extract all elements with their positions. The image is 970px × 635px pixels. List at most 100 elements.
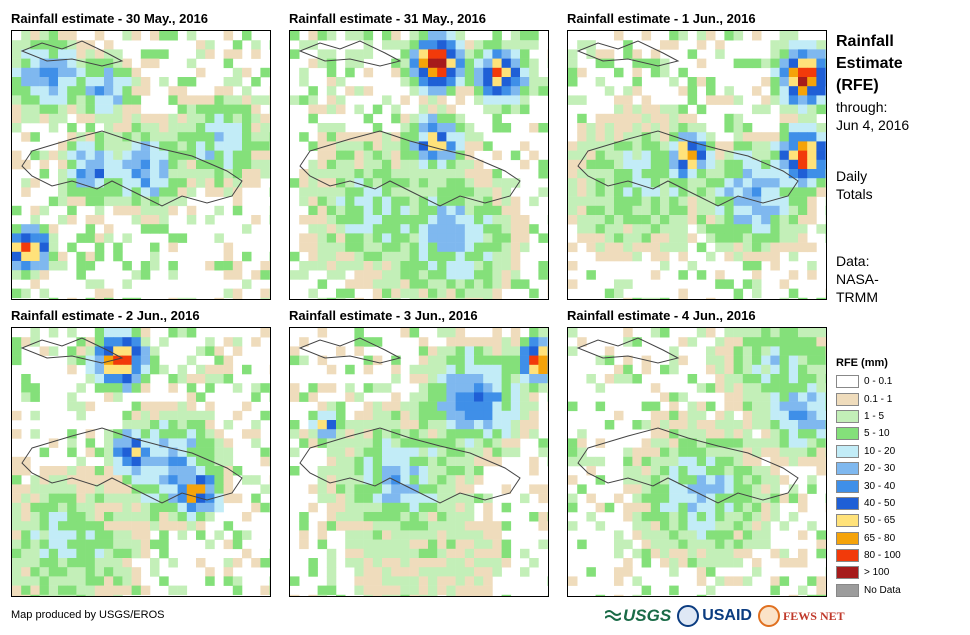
rainfall-cell — [455, 420, 466, 430]
rainfall-cell — [492, 297, 502, 299]
rainfall-cell — [140, 150, 151, 161]
legend-swatch — [836, 427, 859, 441]
rainfall-cell — [428, 475, 438, 485]
rainfall-cell — [474, 447, 484, 458]
rainfall-cell — [363, 438, 374, 448]
map-panel-may30 — [11, 30, 271, 300]
rainfall-cell — [260, 288, 270, 299]
rainfall-cell — [779, 392, 790, 402]
rainfall-cell — [678, 530, 688, 540]
rainfall-cell — [733, 539, 744, 550]
rainfall-cell — [483, 261, 493, 271]
rainfall-cell — [770, 392, 780, 402]
rainfall-cell — [770, 447, 780, 458]
rainfall-cell — [85, 159, 96, 170]
rainfall-cell — [577, 215, 587, 225]
rainfall-cell — [290, 429, 300, 439]
rainfall-cell — [317, 215, 328, 225]
rainfall-cell — [706, 429, 716, 439]
rainfall-cell — [48, 567, 59, 577]
rainfall-cell — [510, 337, 521, 347]
rainfall-cell — [39, 233, 50, 243]
rainfall-cell — [428, 438, 438, 448]
rainfall-cell — [483, 95, 493, 105]
rainfall-cell — [232, 113, 243, 124]
rainfall-cell — [428, 95, 438, 105]
rainfall-cell — [464, 420, 475, 430]
rainfall-cell — [595, 242, 606, 253]
rainfall-cell — [400, 475, 410, 485]
rainfall-cell — [58, 215, 68, 225]
rainfall-cell — [614, 31, 624, 41]
rainfall-cell — [317, 159, 328, 170]
rainfall-cell — [177, 502, 188, 513]
rainfall-cell — [678, 456, 688, 467]
rainfall-cell — [446, 40, 456, 50]
rainfall-cell — [779, 58, 790, 69]
rainfall-cell — [85, 104, 96, 115]
rainfall-cell — [372, 233, 383, 243]
rainfall-cell — [529, 58, 539, 69]
rainfall-cell — [336, 187, 346, 197]
rainfall-cell — [798, 585, 808, 596]
rainfall-cell — [131, 585, 142, 596]
rainfall-cell — [418, 401, 429, 412]
rainfall-cell — [196, 123, 206, 133]
rainfall-cell — [409, 438, 420, 448]
rainfall-cell — [492, 123, 502, 133]
rainfall-cell — [788, 401, 799, 412]
rainfall-cell — [30, 521, 40, 531]
rainfall-cell — [400, 466, 410, 476]
rainfall-cell — [317, 383, 328, 393]
rainfall-cell — [678, 466, 688, 476]
rainfall-cell — [770, 150, 780, 161]
rainfall-cell — [391, 429, 401, 439]
rainfall-cell — [669, 438, 679, 448]
rainfall-cell — [464, 215, 475, 225]
rainfall-cell — [568, 328, 578, 338]
rainfall-cell — [474, 224, 484, 234]
rainfall-cell — [196, 466, 206, 476]
rainfall-cell — [76, 548, 86, 559]
rainfall-cell — [354, 337, 364, 347]
rainfall-cell — [510, 279, 521, 289]
rainfall-cell — [372, 215, 383, 225]
rainfall-cell — [660, 58, 670, 69]
rainfall-cell — [336, 502, 346, 513]
rainfall-cell — [614, 251, 624, 262]
rainfall-cell — [669, 187, 679, 197]
rainfall-cell — [623, 215, 633, 225]
rainfall-cell — [223, 132, 234, 142]
rainfall-cell — [30, 484, 40, 494]
rainfall-cell — [761, 392, 771, 402]
rainfall-cell — [492, 58, 502, 69]
rainfall-cell — [807, 576, 817, 586]
rainfall-cell — [678, 150, 688, 161]
rainfall-cell — [409, 594, 420, 596]
rainfall-cell — [798, 242, 808, 253]
rainfall-cell — [428, 187, 438, 197]
rainfall-cell — [464, 169, 475, 179]
rainfall-cell — [437, 374, 447, 384]
rainfall-cell — [104, 548, 114, 559]
rainfall-cell — [779, 438, 790, 448]
rainfall-cell — [345, 484, 355, 494]
rainfall-cell — [391, 401, 401, 412]
rainfall-cell — [816, 466, 826, 476]
rainfall-cell — [660, 466, 670, 476]
rainfall-cell — [437, 178, 447, 188]
rainfall-cell — [372, 159, 383, 170]
rainfall-cell — [140, 178, 151, 188]
rainfall-cell — [510, 242, 521, 253]
rainfall-cell — [122, 475, 132, 485]
rainfall-cell — [12, 429, 22, 439]
rainfall-cell — [696, 178, 707, 188]
rainfall-cell — [400, 521, 410, 531]
rainfall-cell — [418, 169, 429, 179]
rainfall-cell — [464, 288, 475, 299]
rainfall-cell — [437, 521, 447, 531]
rainfall-cell — [761, 493, 771, 504]
rainfall-cell — [464, 251, 475, 262]
rainfall-cell — [696, 141, 707, 151]
rainfall-cell — [418, 392, 429, 402]
